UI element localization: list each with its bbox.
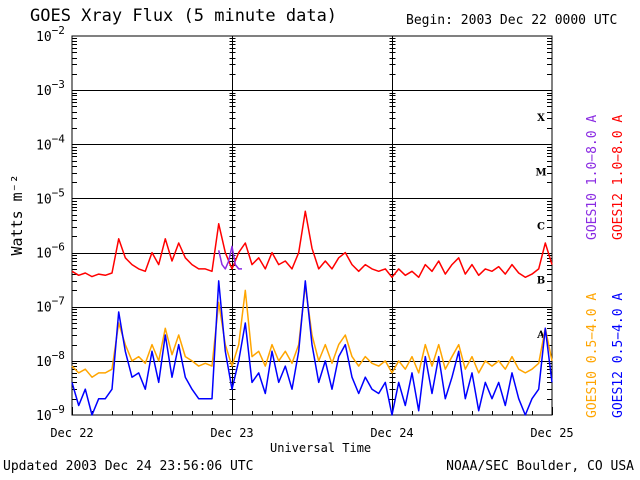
- y-tick-label: 10−5: [36, 186, 65, 207]
- begin-time: Begin: 2003 Dec 22 0000 UTC: [406, 13, 618, 28]
- y-tick-label: 10−4: [36, 132, 65, 153]
- flare-class-label: M: [535, 167, 546, 178]
- flare-class-label: X: [537, 113, 545, 124]
- series-line: [71, 284, 553, 378]
- series-line: [217, 245, 242, 270]
- x-tick-label: Dec 23: [210, 426, 253, 440]
- flare-class-label: A: [536, 330, 545, 341]
- legend-entry: GOES10 1.0−8.0 A: [585, 115, 600, 240]
- chart-title: GOES Xray Flux (5 minute data): [30, 6, 338, 26]
- y-tick-label: 10−8: [36, 349, 65, 370]
- source-credit: NOAA/SEC Boulder, CO USA: [446, 459, 634, 474]
- y-tick-label: 10−6: [36, 241, 65, 262]
- flare-class-label: B: [537, 276, 545, 287]
- series-line: [71, 280, 553, 416]
- series-line: [71, 210, 553, 279]
- y-axis-label: Watts m⁻²: [8, 174, 26, 255]
- y-tick-label: 10−9: [36, 403, 65, 424]
- legend-entry: GOES10 0.5−4.0 A: [585, 293, 600, 418]
- x-tick-label: Dec 22: [50, 426, 93, 440]
- updated-timestamp: Updated 2003 Dec 24 23:56:06 UTC: [3, 459, 254, 474]
- x-axis-label: Universal Time: [270, 441, 372, 455]
- y-tick-label: 10−2: [36, 24, 65, 45]
- plot-frame: [71, 35, 553, 416]
- legend-entry: GOES12 0.5−4.0 A: [611, 293, 626, 418]
- legend-entry: GOES12 1.0−8.0 A: [611, 115, 626, 240]
- x-tick-label: Dec 25: [530, 426, 573, 440]
- y-tick-label: 10−7: [36, 295, 65, 316]
- flare-class-label: C: [537, 222, 545, 233]
- x-tick-label: Dec 24: [370, 426, 413, 440]
- y-tick-label: 10−3: [36, 78, 65, 99]
